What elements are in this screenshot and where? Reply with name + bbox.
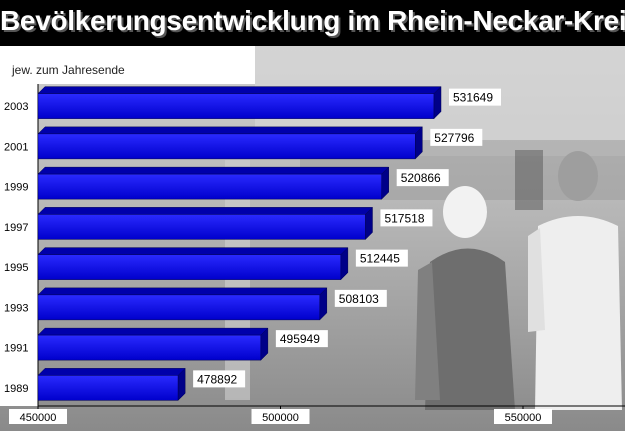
title-bar: Bevölkerungsentwicklung im Rhein-Neckar-…: [0, 0, 625, 46]
x-axis-ticks: 450000 500000 550000: [9, 406, 552, 424]
value-label: 512445: [355, 249, 408, 267]
y-tick-label: 2003: [4, 101, 28, 113]
value-label: 527796: [430, 128, 483, 146]
y-tick-label: 1999: [4, 182, 28, 194]
bar-1989: [37, 367, 186, 401]
y-tick-label: 1989: [4, 383, 28, 395]
bar-2003: [37, 86, 442, 120]
bar-1991: [37, 327, 269, 361]
bar-1997: [37, 206, 374, 240]
y-tick-label: 1997: [4, 222, 28, 234]
x-tick-label: 450000: [20, 412, 57, 424]
y-tick-label: 2001: [4, 141, 28, 153]
value-label: 508103: [334, 289, 387, 307]
subtitle-box: [0, 46, 255, 84]
y-tick-label: 1993: [4, 302, 28, 314]
bar-1999: [37, 166, 390, 200]
svg-text:508103: 508103: [339, 292, 379, 306]
value-label: 495949: [275, 330, 328, 348]
svg-text:478892: 478892: [197, 372, 237, 386]
value-label: 517518: [380, 209, 433, 227]
svg-text:527796: 527796: [434, 131, 474, 145]
x-tick: 550000: [494, 406, 552, 424]
bar-1995: [37, 247, 349, 281]
x-tick: 450000: [9, 406, 67, 424]
bars-group: [37, 86, 442, 401]
x-tick-label: 550000: [505, 412, 542, 424]
value-label: 520866: [396, 169, 449, 187]
svg-text:512445: 512445: [360, 252, 400, 266]
y-tick-label: 1991: [4, 343, 28, 355]
svg-text:517518: 517518: [384, 211, 424, 225]
chart-subtitle: jew. zum Jahresende: [11, 63, 125, 77]
x-tick-label: 500000: [262, 412, 299, 424]
y-axis-labels: 2003 2001 1999 1997 1995 1993 1991 1989: [4, 101, 28, 395]
svg-text:520866: 520866: [401, 171, 441, 185]
y-tick-label: 1995: [4, 262, 28, 274]
svg-text:531649: 531649: [453, 91, 493, 105]
svg-text:495949: 495949: [280, 332, 320, 346]
value-label: 531649: [448, 88, 501, 106]
value-labels: 531649 527796 520866 517518 512445 508103 4959…: [193, 88, 501, 388]
bar-1993: [37, 287, 328, 321]
value-label: 478892: [193, 370, 246, 388]
x-tick: 500000: [251, 406, 310, 424]
bar-2001: [37, 126, 423, 160]
chart-title: Bevölkerungsentwicklung im Rhein-Neckar-…: [0, 5, 625, 36]
y-axis-strip: [0, 84, 38, 406]
